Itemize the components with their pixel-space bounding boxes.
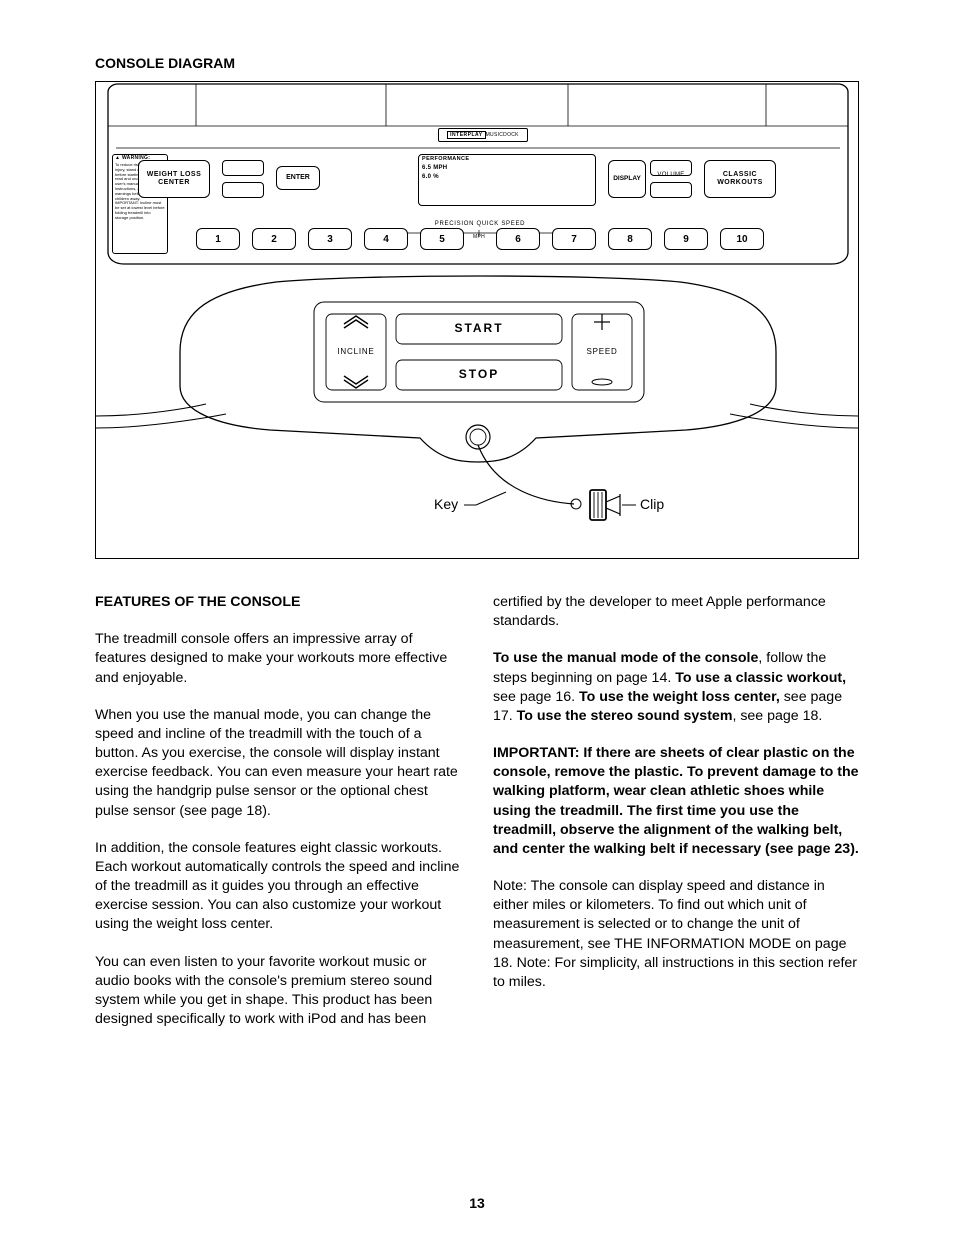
console-diagram-heading: CONSOLE DIAGRAM	[95, 55, 859, 71]
left-column: FEATURES OF THE CONSOLE The treadmill co…	[95, 593, 461, 1029]
body-text: FEATURES OF THE CONSOLE The treadmill co…	[95, 593, 859, 1029]
perf-pct: 6.0 %	[422, 174, 439, 181]
right-p2h: , see page 18.	[732, 708, 822, 724]
features-heading: FEATURES OF THE CONSOLE	[95, 593, 461, 612]
volume-label: VOLUME	[656, 172, 686, 179]
precision-label: PRECISION QUICK SPEED	[414, 221, 546, 228]
speed-1-button[interactable]: 1	[196, 228, 240, 250]
mph-label: MPH	[469, 235, 489, 241]
right-p2g: To use the stereo sound system	[517, 708, 733, 724]
key-callout: Key	[434, 496, 458, 512]
musicdock-text: MUSICDOCK	[486, 132, 519, 138]
right-p2: To use the manual mode of the console, f…	[493, 649, 859, 726]
speed-4-button[interactable]: 4	[364, 228, 408, 250]
display-button[interactable]: DISPLAY	[608, 160, 646, 198]
speed-10-button[interactable]: 10	[720, 228, 764, 250]
left-p1: The treadmill console offers an impressi…	[95, 630, 461, 688]
right-p4: Note: The console can display speed and …	[493, 877, 859, 992]
weight-loss-button[interactable]: WEIGHT LOSS CENTER	[138, 160, 210, 198]
speed-9-button[interactable]: 9	[664, 228, 708, 250]
clip-callout: Clip	[640, 496, 664, 512]
vol-down-button[interactable]	[650, 182, 692, 198]
speed-2-button[interactable]: 2	[252, 228, 296, 250]
speed-3-button[interactable]: 3	[308, 228, 352, 250]
classic-workouts-button[interactable]: CLASSIC WORKOUTS	[704, 160, 776, 198]
stop-label[interactable]: STOP	[444, 368, 514, 381]
enter-button[interactable]: ENTER	[276, 166, 320, 190]
right-p1: certified by the developer to meet Apple…	[493, 593, 859, 631]
left-p2: When you use the manual mode, you can ch…	[95, 706, 461, 821]
speed-6-button[interactable]: 6	[496, 228, 540, 250]
page-number: 13	[0, 1195, 954, 1211]
console-diagram: INTERPLAY MUSICDOCK ▲ WARNING: To reduce…	[95, 81, 859, 559]
speed-5-button[interactable]: 5	[420, 228, 464, 250]
speed-8-button[interactable]: 8	[608, 228, 652, 250]
interplay-text: INTERPLAY	[447, 131, 485, 139]
speed-label: SPEED	[580, 348, 624, 357]
row1-up-button[interactable]	[222, 160, 264, 176]
performance-label: PERFORMANCE	[422, 156, 469, 162]
row1-down-button[interactable]	[222, 182, 264, 198]
left-p4: You can even listen to your favorite wor…	[95, 953, 461, 1030]
right-column: certified by the developer to meet Apple…	[493, 593, 859, 1029]
right-p3: IMPORTANT: If there are sheets of clear …	[493, 744, 859, 859]
incline-label: INCLINE	[334, 348, 378, 357]
perf-mph: 6.5 MPH	[422, 165, 447, 172]
right-p2a: To use the manual mode of the console	[493, 650, 758, 666]
musicdock-label: INTERPLAY MUSICDOCK	[438, 128, 528, 142]
start-label[interactable]: START	[444, 322, 514, 335]
speed-7-button[interactable]: 7	[552, 228, 596, 250]
left-p3: In addition, the console features eight …	[95, 839, 461, 935]
right-p2d: see page 16.	[493, 689, 579, 705]
right-p2e: To use the weight loss center,	[579, 689, 780, 705]
right-p2c: To use a classic workout,	[675, 670, 846, 686]
